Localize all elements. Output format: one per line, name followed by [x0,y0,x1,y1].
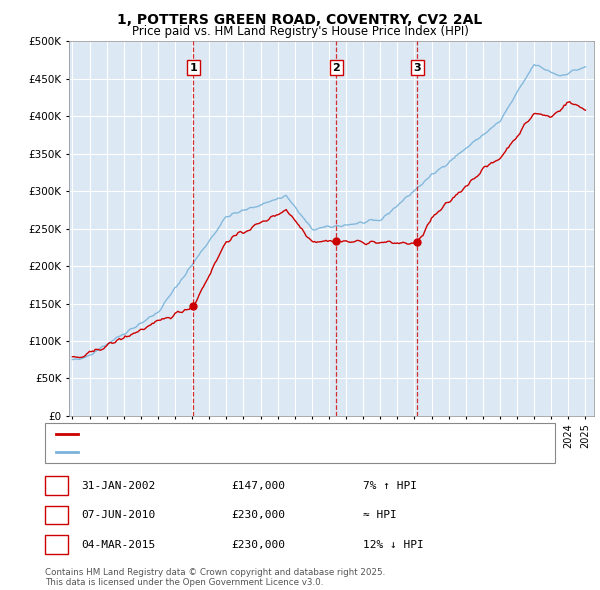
Text: ≈ HPI: ≈ HPI [363,510,397,520]
Text: 2: 2 [332,63,340,73]
Text: This data is licensed under the Open Government Licence v3.0.: This data is licensed under the Open Gov… [45,578,323,587]
Text: 7% ↑ HPI: 7% ↑ HPI [363,481,417,490]
Text: 1: 1 [53,481,60,490]
Text: 04-MAR-2015: 04-MAR-2015 [81,540,155,549]
Text: £230,000: £230,000 [231,540,285,549]
Text: 1: 1 [190,63,197,73]
Text: 12% ↓ HPI: 12% ↓ HPI [363,540,424,549]
Text: 1, POTTERS GREEN ROAD, COVENTRY, CV2 2AL: 1, POTTERS GREEN ROAD, COVENTRY, CV2 2AL [118,13,482,27]
Text: 07-JUN-2010: 07-JUN-2010 [81,510,155,520]
Text: HPI: Average price, detached house, Coventry: HPI: Average price, detached house, Cove… [82,447,323,457]
Text: £230,000: £230,000 [231,510,285,520]
Text: 2: 2 [53,510,60,520]
Text: 3: 3 [413,63,421,73]
Text: 31-JAN-2002: 31-JAN-2002 [81,481,155,490]
Text: Contains HM Land Registry data © Crown copyright and database right 2025.: Contains HM Land Registry data © Crown c… [45,568,385,577]
Text: £147,000: £147,000 [231,481,285,490]
Text: 1, POTTERS GREEN ROAD, COVENTRY, CV2 2AL (detached house): 1, POTTERS GREEN ROAD, COVENTRY, CV2 2AL… [82,430,424,440]
Text: Price paid vs. HM Land Registry's House Price Index (HPI): Price paid vs. HM Land Registry's House … [131,25,469,38]
Text: 3: 3 [53,540,60,549]
